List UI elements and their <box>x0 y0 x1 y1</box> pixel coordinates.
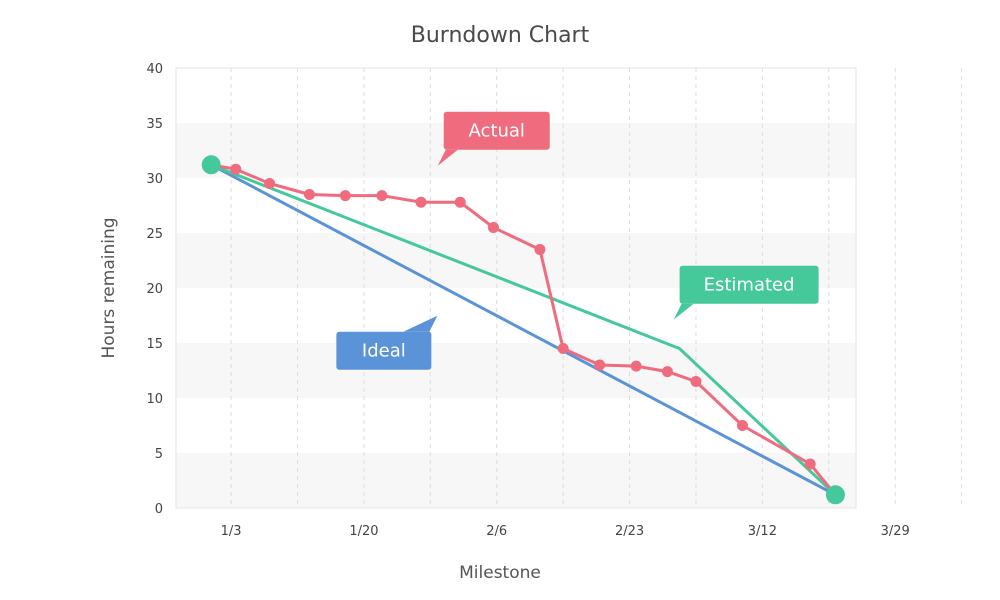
x-axis-ticks: 1/3 1/20 2/6 2/23 3/12 3/29 <box>221 524 910 539</box>
callout-pointer <box>437 149 458 166</box>
actual-point <box>804 458 816 470</box>
callout-label: Ideal <box>362 341 406 362</box>
y-axis-ticks: 0 5 10 15 20 25 30 35 40 <box>146 62 163 517</box>
actual-point <box>454 196 466 208</box>
y-tick-label: 0 <box>155 502 163 517</box>
callout-ideal: Ideal <box>336 315 438 370</box>
callout-box <box>336 331 432 370</box>
callout-estimated: Estimated <box>673 265 819 320</box>
actual-point <box>534 244 546 255</box>
y-axis-title: Hours remaining <box>99 217 119 358</box>
endpoint-marker <box>825 485 845 505</box>
x-tick-label: 2/6 <box>486 524 507 539</box>
actual-point <box>736 420 748 431</box>
y-tick-label: 40 <box>146 62 163 77</box>
plot-frame <box>175 67 857 509</box>
series-callouts: Actual Estimated Ideal <box>336 111 819 370</box>
y-tick-label: 5 <box>155 447 163 462</box>
endpoint-marker <box>201 155 221 175</box>
y-tick-label: 30 <box>146 172 163 187</box>
series-lines <box>201 155 845 505</box>
x-tick-label: 3/12 <box>748 524 777 539</box>
callout-box <box>443 111 550 150</box>
series-line-actual <box>209 163 837 497</box>
y-tick-label: 35 <box>146 117 163 132</box>
actual-point <box>487 222 499 233</box>
actual-point <box>661 366 673 378</box>
actual-point <box>415 196 427 208</box>
grid-band <box>176 453 856 508</box>
x-tick-label: 2/23 <box>615 524 644 539</box>
x-tick-label: 1/20 <box>349 524 378 539</box>
actual-point <box>264 178 276 189</box>
actual-point <box>230 163 242 175</box>
actual-point <box>303 189 315 200</box>
actual-point <box>594 359 606 371</box>
callout-actual: Actual <box>437 111 550 166</box>
actual-point <box>339 190 351 202</box>
actual-point <box>630 360 642 372</box>
x-tick-label: 1/3 <box>221 524 242 539</box>
callout-pointer <box>403 315 438 332</box>
callout-box <box>679 265 819 304</box>
callout-label: Estimated <box>704 275 795 296</box>
actual-point <box>376 190 388 202</box>
grid-band <box>176 343 856 398</box>
x-tick-label: 3/29 <box>881 524 910 539</box>
callout-pointer <box>673 303 694 320</box>
x-axis-title: Milestone <box>459 563 541 583</box>
y-tick-label: 10 <box>146 392 163 407</box>
chart-title: Burndown Chart <box>411 23 590 48</box>
series-line-ideal <box>209 163 837 497</box>
actual-point <box>557 343 569 354</box>
series-line-estimated <box>209 163 837 497</box>
y-tick-label: 15 <box>146 337 163 352</box>
y-tick-label: 25 <box>146 227 163 242</box>
actual-point <box>690 376 702 387</box>
callout-label: Actual <box>469 121 525 142</box>
y-tick-label: 20 <box>146 282 163 297</box>
